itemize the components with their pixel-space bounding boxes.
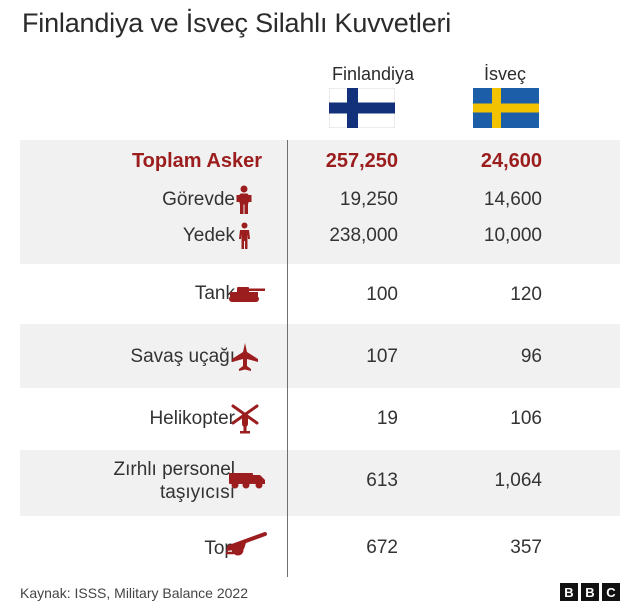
bbc-logo-letter: B <box>581 583 599 601</box>
page-title: Finlandiya ve İsveç Silahlı Kuvvetleri <box>22 8 452 38</box>
tank-sweden-value: 120 <box>510 284 542 305</box>
artillery-finland-value: 672 <box>366 537 398 558</box>
fighter-label: Savaş uçağı <box>130 346 235 367</box>
bbc-logo-letter: C <box>602 583 620 601</box>
helicopter-label: Helikopter <box>149 408 235 429</box>
personnel-band <box>20 140 620 264</box>
reserve-finland-value: 238,000 <box>329 225 398 246</box>
apc-finland-value: 613 <box>366 470 398 491</box>
helicopter-sweden-value: 106 <box>510 408 542 429</box>
soldier-icon <box>236 185 252 214</box>
helicopter-finland-value: 19 <box>376 408 398 429</box>
apc-band <box>20 450 620 516</box>
fighter-finland-value: 107 <box>366 346 398 367</box>
active-label: Görevde <box>162 189 235 210</box>
finland-flag-icon <box>329 88 395 128</box>
comparison-table: Toplam Asker 257,250 24,600 Görevde 19,2… <box>20 140 620 577</box>
sweden-flag-icon <box>473 88 539 128</box>
artillery-sweden-value: 357 <box>510 537 542 558</box>
bbc-logo-letter: B <box>560 583 578 601</box>
column-divider <box>287 140 288 577</box>
active-finland-value: 19,250 <box>339 189 398 210</box>
tank-label: Tank <box>194 283 235 304</box>
total-finland-value: 257,250 <box>325 150 398 172</box>
reserve-label: Yedek <box>182 225 235 246</box>
active-sweden-value: 14,600 <box>483 189 542 210</box>
apc-label-line2: taşıyıcısı <box>160 482 235 503</box>
person-icon <box>239 222 250 249</box>
apc-sweden-value: 1,064 <box>494 470 542 491</box>
bbc-logo: B B C <box>560 583 620 601</box>
tank-finland-value: 100 <box>366 284 398 305</box>
tank-band <box>20 264 620 324</box>
artillery-band <box>20 516 620 577</box>
armored-vehicle-icon <box>229 473 265 489</box>
fighter-band <box>20 324 620 388</box>
source-note: Kaynak: ISSS, Military Balance 2022 <box>20 585 249 601</box>
fighter-sweden-value: 96 <box>520 346 542 367</box>
sweden-column-header: İsveç <box>483 64 526 84</box>
total-soldiers-label: Toplam Asker <box>131 150 262 172</box>
finland-column-header: Finlandiya <box>331 64 415 84</box>
fighter-jet-icon <box>232 343 258 371</box>
helicopter-icon <box>231 404 259 434</box>
helicopter-band <box>20 388 620 450</box>
apc-label-line1: Zırhlı personel <box>113 459 235 480</box>
tank-icon <box>229 287 265 302</box>
reserve-sweden-value: 10,000 <box>483 225 542 246</box>
artillery-icon <box>226 532 267 556</box>
total-sweden-value: 24,600 <box>480 150 542 172</box>
apc-label: Zırhlı personel taşıyıcısı <box>114 458 235 504</box>
